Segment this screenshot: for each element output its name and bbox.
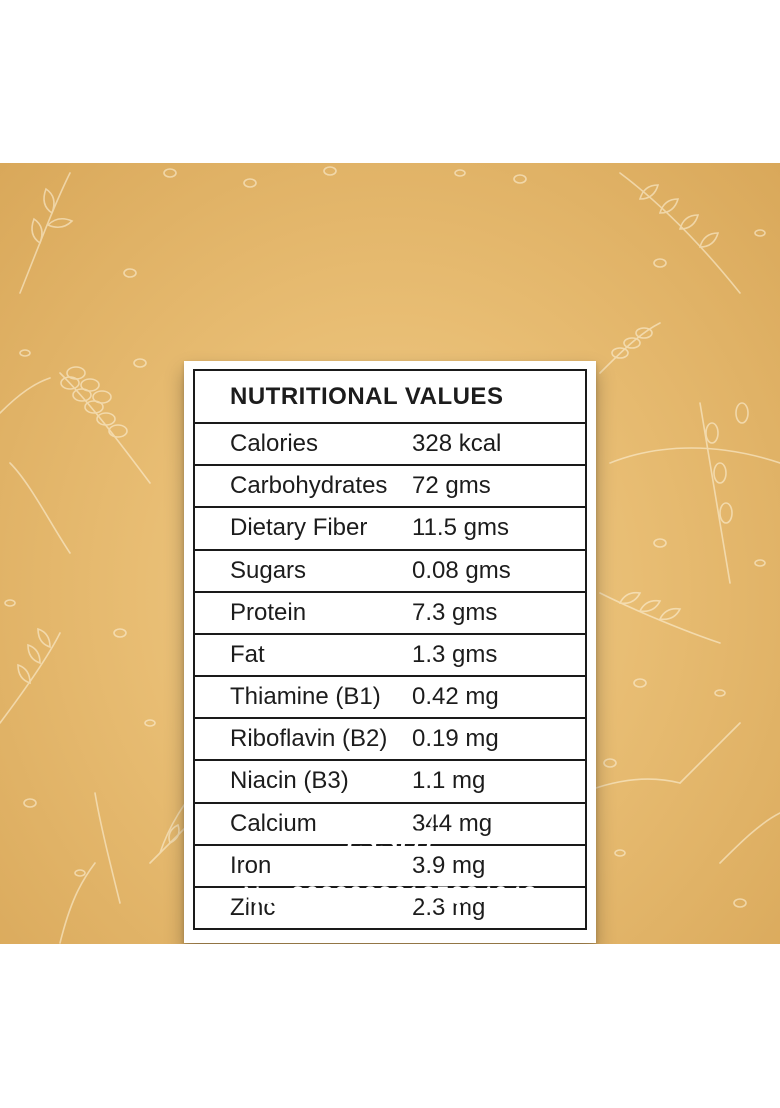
nutrient-name: Zinc <box>230 893 276 921</box>
table-row: Carbohydrates 72 gms <box>195 466 585 509</box>
nutrient-name: Protein <box>230 598 307 626</box>
nutrient-value: 0.42 mg <box>412 683 499 711</box>
table-row: Protein 7.3 gms <box>195 593 585 635</box>
license-number: No. 20230826105084043 <box>242 882 538 910</box>
nutrient-name: Sugars <box>230 556 307 584</box>
nutrient-name: Fat <box>230 640 265 668</box>
nutrient-value: 1.3 gms <box>412 640 498 668</box>
table-row: Calories 328 kcal <box>195 424 585 467</box>
nutrient-value: 0.08 gms <box>412 556 511 584</box>
wheat-pattern <box>0 166 780 944</box>
fssai-logo-mark: fssai <box>341 805 437 862</box>
nutrient-value: 1.1 mg <box>412 767 486 795</box>
table-row: Dietary Fiber 11.5 gms <box>195 508 585 551</box>
table-row: Thiamine (B1) 0.42 mg <box>195 677 585 720</box>
nutrient-value: 72 gms <box>412 472 491 500</box>
nutrient-value: 11.5 gms <box>412 514 509 542</box>
nutrient-value: 2.3 mg <box>412 893 486 921</box>
nutrient-name: Iron <box>230 851 272 879</box>
nutrient-value: 0.19 mg <box>412 725 499 753</box>
nutrient-name: Carbohydrates <box>230 472 388 500</box>
nutrient-name: Calories <box>230 430 319 458</box>
background-banner: NUTRITIONAL VALUES Calories 328 kcal Car… <box>0 163 780 944</box>
nutrient-name: Niacin (B3) <box>230 767 349 795</box>
nutrient-name: Calcium <box>230 809 317 837</box>
nutrient-name: Dietary Fiber <box>230 514 368 542</box>
table-row: Calcium 344 mg <box>195 804 585 846</box>
nutrient-name: Thiamine (B1) <box>230 683 381 711</box>
nutrient-value: 328 kcal <box>412 430 502 458</box>
fssai-logo: fssai <box>0 800 780 870</box>
nutrient-value: 344 mg <box>412 809 493 837</box>
table-row: Sugars 0.08 gms <box>195 551 585 593</box>
nutrient-value: 7.3 gms <box>412 598 498 626</box>
table-row: Zinc 2.3 mg <box>195 888 585 928</box>
table-row: Fat 1.3 gms <box>195 635 585 678</box>
table-row: Niacin (B3) 1.1 mg <box>195 761 585 804</box>
nutrition-card <box>184 361 596 943</box>
fssai-logo-text: fssai <box>341 816 437 862</box>
nutrition-table: NUTRITIONAL VALUES Calories 328 kcal Car… <box>193 369 587 930</box>
table-row: Riboflavin (B2) 0.19 mg <box>195 719 585 762</box>
nutrient-name: Riboflavin (B2) <box>230 725 388 753</box>
table-title: NUTRITIONAL VALUES <box>195 371 585 424</box>
